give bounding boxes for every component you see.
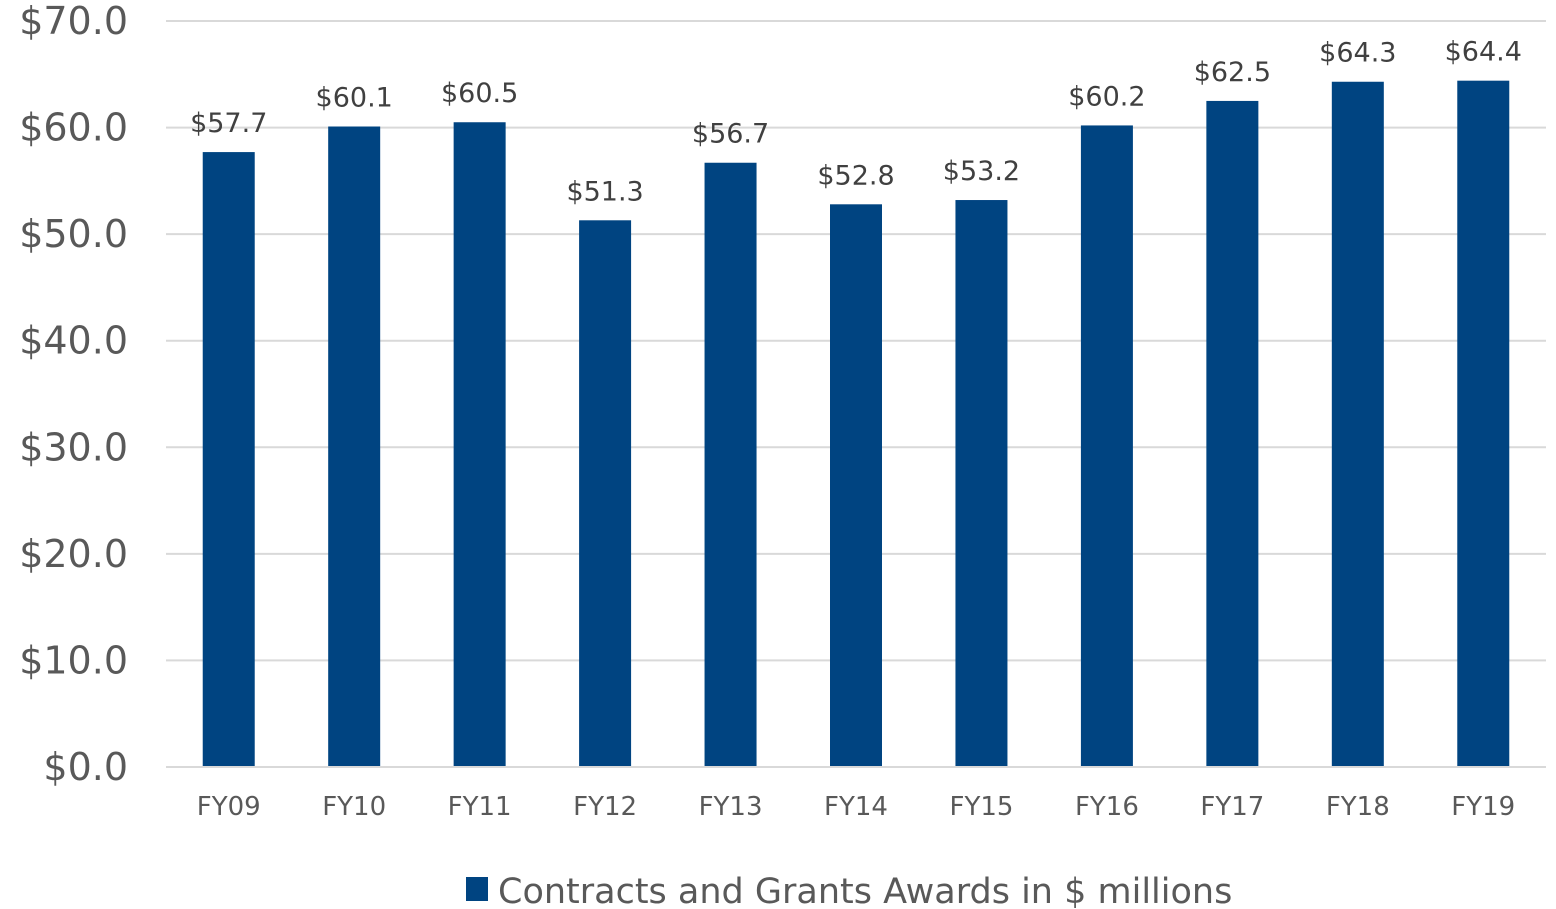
bar-fy18 (1331, 81, 1384, 767)
data-label-fy11: $60.5 (441, 78, 518, 109)
y-axis-ticks: $0.0 $10.0 $20.0 $30.0 $40.0 $50.0 $60.0 $70.0 (19, 0, 128, 789)
bar-fy11 (453, 122, 506, 767)
bar-fy17 (1206, 100, 1259, 767)
x-tick-label: FY15 (949, 792, 1013, 822)
bar-fy19 (1457, 80, 1510, 768)
bar-fy16 (1080, 125, 1133, 767)
x-tick-label: FY12 (573, 792, 637, 822)
data-label-fy10: $60.1 (316, 83, 393, 114)
y-tick-label: $30.0 (19, 425, 128, 469)
bar-fy15 (955, 200, 1008, 768)
x-tick-label: FY11 (448, 792, 512, 822)
data-label-fy14: $52.8 (817, 160, 894, 191)
x-tick-label: FY14 (824, 792, 888, 822)
data-label-fy16: $60.2 (1068, 81, 1145, 112)
data-label-fy17: $62.5 (1194, 57, 1271, 88)
bar-fy10 (328, 126, 381, 767)
y-tick-label: $60.0 (19, 106, 128, 150)
legend: Contracts and Grants Awards in $ million… (466, 872, 1232, 909)
bar-fy12 (579, 220, 632, 767)
legend-label: Contracts and Grants Awards in $ million… (498, 872, 1232, 909)
bars (202, 80, 1510, 768)
data-label-fy09: $57.7 (190, 108, 267, 139)
data-label-fy12: $51.3 (566, 176, 643, 207)
x-tick-label: FY13 (699, 792, 763, 822)
y-tick-label: $10.0 (19, 638, 128, 682)
y-tick-label: $0.0 (43, 745, 128, 789)
x-tick-label: FY16 (1075, 792, 1139, 822)
data-label-fy19: $64.4 (1445, 37, 1522, 68)
legend-swatch (466, 877, 488, 901)
y-tick-label: $40.0 (19, 319, 128, 363)
data-labels: $57.7 $60.1 $60.5 $51.3 $56.7 $52.8 $53.2 $60.2… (190, 37, 1522, 208)
x-tick-label: FY09 (197, 792, 261, 822)
x-tick-label: FY17 (1200, 792, 1264, 822)
bar-fy13 (704, 162, 757, 768)
bar-fy14 (830, 204, 882, 767)
bar-fy09 (202, 152, 255, 767)
y-tick-label: $70.0 (19, 0, 128, 43)
data-label-fy13: $56.7 (692, 119, 769, 150)
x-axis-ticks: FY09 FY10 FY11 FY12 FY13 FY14 FY15 FY16 FY17 FY18… (197, 792, 1515, 822)
y-tick-label: $50.0 (19, 212, 128, 256)
x-tick-label: FY10 (322, 792, 386, 822)
x-tick-label: FY18 (1326, 792, 1390, 822)
data-label-fy18: $64.3 (1319, 38, 1396, 69)
x-tick-label: FY19 (1451, 792, 1515, 822)
y-tick-label: $20.0 (19, 532, 128, 576)
data-label-fy15: $53.2 (943, 156, 1020, 187)
